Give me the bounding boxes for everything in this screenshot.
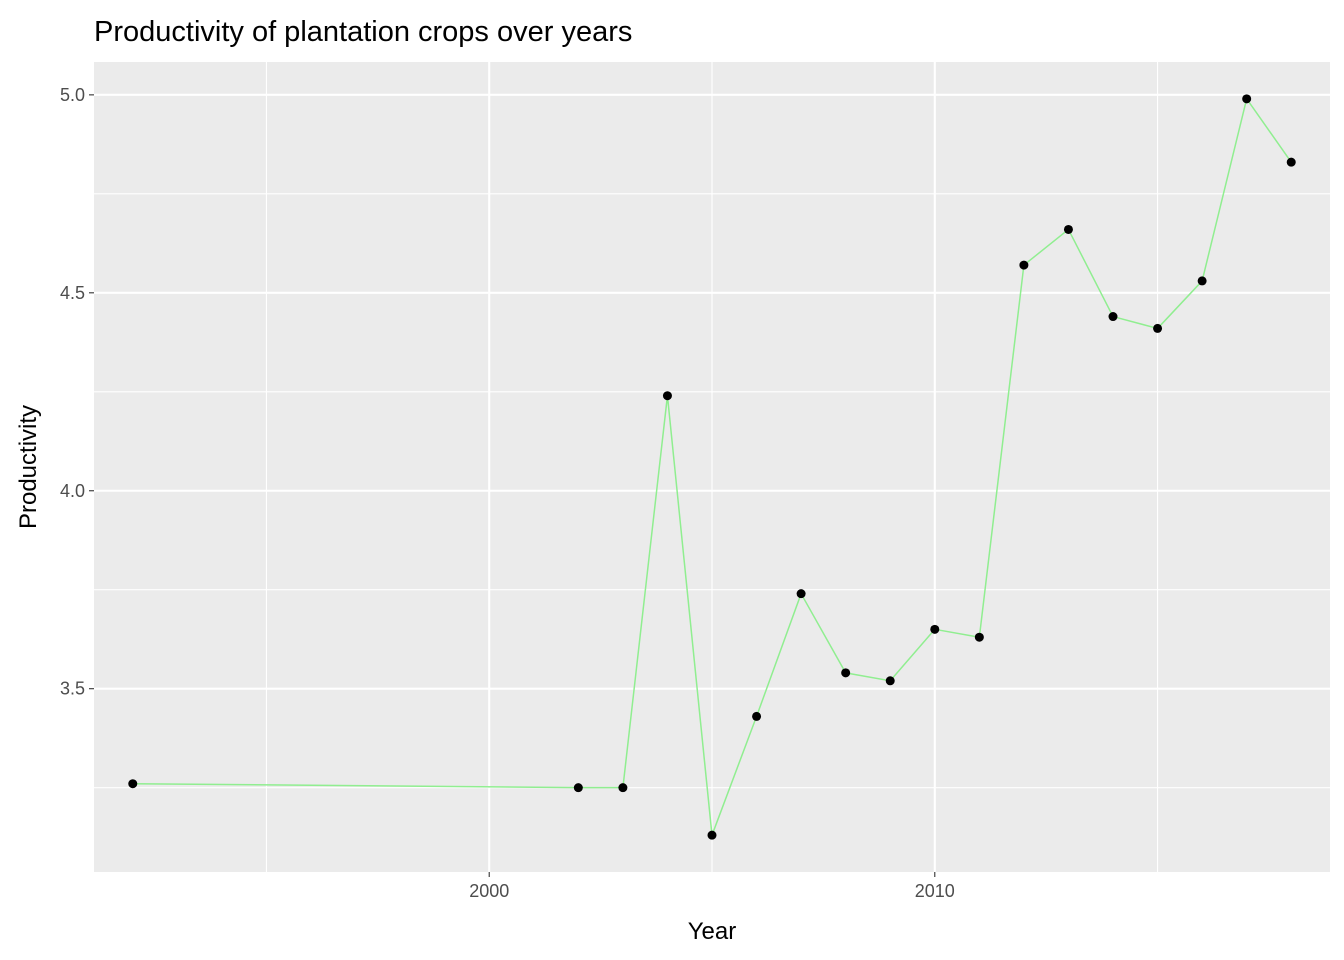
data-point xyxy=(974,632,984,642)
y-tick-label: 3.5 xyxy=(60,679,85,699)
x-tick-label: 2000 xyxy=(469,881,509,901)
data-point xyxy=(1108,312,1118,322)
data-point xyxy=(618,783,628,793)
data-point xyxy=(930,624,940,634)
data-point xyxy=(1153,323,1163,333)
y-tick-label: 5.0 xyxy=(60,85,85,105)
data-point xyxy=(662,391,672,401)
data-point xyxy=(1063,224,1073,234)
major-gridlines xyxy=(94,62,1330,872)
data-point xyxy=(885,676,895,686)
x-tick-label: 2010 xyxy=(915,881,955,901)
y-tick-label: 4.0 xyxy=(60,481,85,501)
data-point xyxy=(128,779,138,789)
minor-gridlines xyxy=(94,62,1330,872)
data-point xyxy=(1197,276,1207,286)
data-point xyxy=(841,668,851,678)
data-point xyxy=(707,830,717,840)
y-axis-ticks: 3.5 4.0 4.5 5.0 xyxy=(60,85,94,699)
points-layer xyxy=(128,94,1296,840)
data-point xyxy=(1242,94,1252,104)
series-layer xyxy=(132,98,1292,836)
data-point xyxy=(752,711,762,721)
x-axis-title: Year xyxy=(688,918,737,945)
data-point xyxy=(796,589,806,599)
x-axis-ticks: 2000 2010 xyxy=(469,872,955,901)
data-point xyxy=(1286,157,1296,167)
series-line xyxy=(132,98,1292,836)
chart-title: Productivity of plantation crops over ye… xyxy=(94,16,632,48)
data-point xyxy=(1019,260,1029,270)
y-axis-title: Productivity xyxy=(15,405,42,529)
data-point xyxy=(573,783,583,793)
y-tick-label: 4.5 xyxy=(60,283,85,303)
